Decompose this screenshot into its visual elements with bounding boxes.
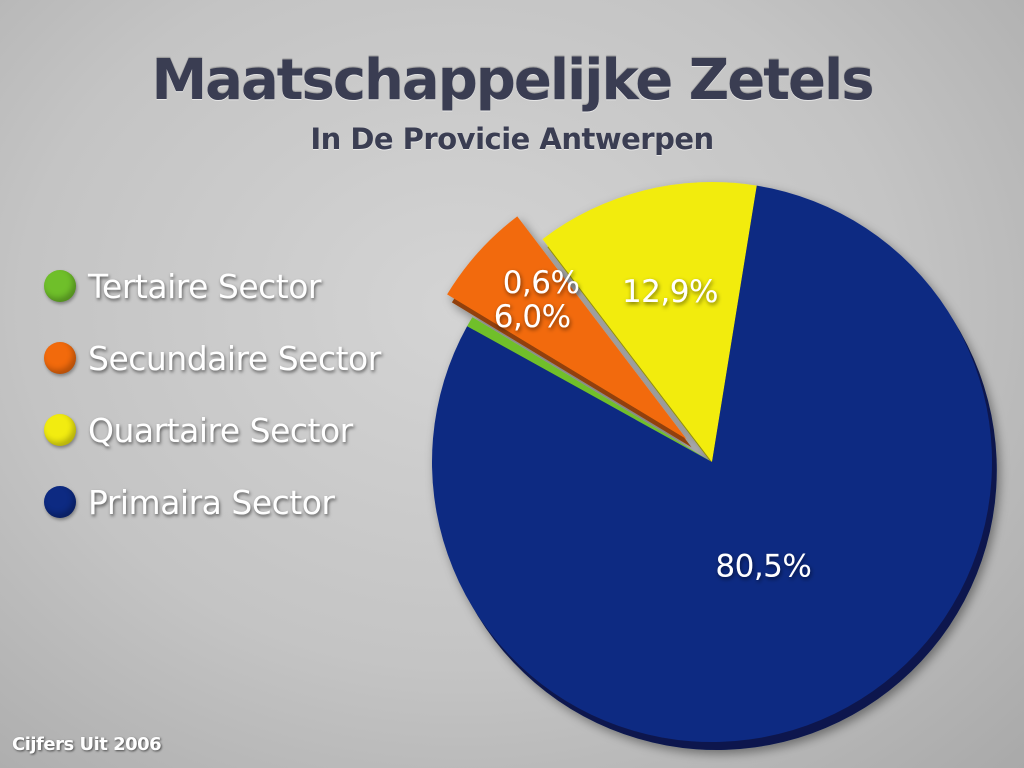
pie-slice xyxy=(467,317,712,462)
legend-item: Primaira Sector xyxy=(44,466,381,538)
legend-swatch xyxy=(44,342,76,374)
legend-label: Primaira Sector xyxy=(88,482,335,522)
pie-slice xyxy=(447,216,687,440)
chart-title: Maatschappelijke Zetels xyxy=(151,48,874,113)
slice-data-label: 80,5% xyxy=(715,548,811,584)
chart-subtitle: In De Provicie Antwerpen xyxy=(310,122,714,156)
slice-data-label: 0,6% xyxy=(503,265,580,301)
legend-swatch xyxy=(44,486,76,518)
legend-item: Quartaire Sector xyxy=(44,394,381,466)
legend-item: Tertaire Sector xyxy=(44,250,381,322)
slice-data-label: 6,0% xyxy=(494,299,571,335)
legend-swatch xyxy=(44,414,76,446)
legend-label: Quartaire Sector xyxy=(88,410,353,450)
pie-slice xyxy=(431,185,992,743)
chart-legend: Tertaire Sector Secundaire Sector Quartair… xyxy=(44,250,381,538)
legend-item: Secundaire Sector xyxy=(44,322,381,394)
slice-data-label: 12,9% xyxy=(622,274,718,310)
source-note: Cijfers Uit 2006 xyxy=(12,734,162,755)
pie-slice xyxy=(542,182,757,463)
legend-label: Secundaire Sector xyxy=(88,338,381,378)
legend-label: Tertaire Sector xyxy=(88,266,321,306)
legend-swatch xyxy=(44,270,76,302)
